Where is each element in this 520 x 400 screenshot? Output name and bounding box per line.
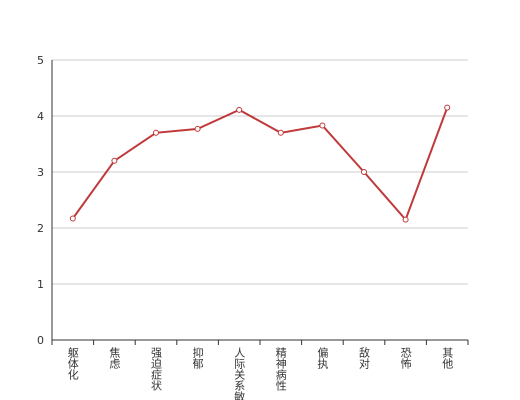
point (69, 215, 76, 222)
point (236, 106, 243, 113)
x-tick-label: 焦虑 (108, 347, 121, 369)
x-tick-label: 抑郁 (191, 346, 204, 369)
x-tick-label: 敌对 (358, 346, 371, 369)
x-tick-label: 人际关系敏感 (233, 347, 246, 400)
x-tick-label: 其他 (441, 347, 454, 369)
line (71, 107, 449, 222)
point (402, 216, 409, 223)
point (153, 129, 159, 136)
x-tick-label: 强迫症状 (150, 347, 163, 391)
y-tick-label: 3 (37, 166, 44, 179)
point (277, 129, 284, 136)
point (361, 169, 367, 175)
x-tick-label: 恐怖 (399, 347, 412, 369)
y-tick-label: 5 (37, 54, 44, 67)
x-tick-label: 偏执 (316, 346, 329, 370)
x-tick-label: 精神病性 (274, 347, 287, 392)
y-tick-label: 2 (37, 222, 44, 235)
point (444, 104, 451, 111)
y-tick-label: 4 (37, 110, 44, 123)
point (194, 125, 201, 132)
x-tick-label: 躯体化 (66, 347, 79, 381)
y-tick-label: 0 (37, 334, 44, 347)
point (319, 122, 326, 129)
y-tick-label: 1 (37, 278, 44, 291)
point (111, 157, 118, 164)
